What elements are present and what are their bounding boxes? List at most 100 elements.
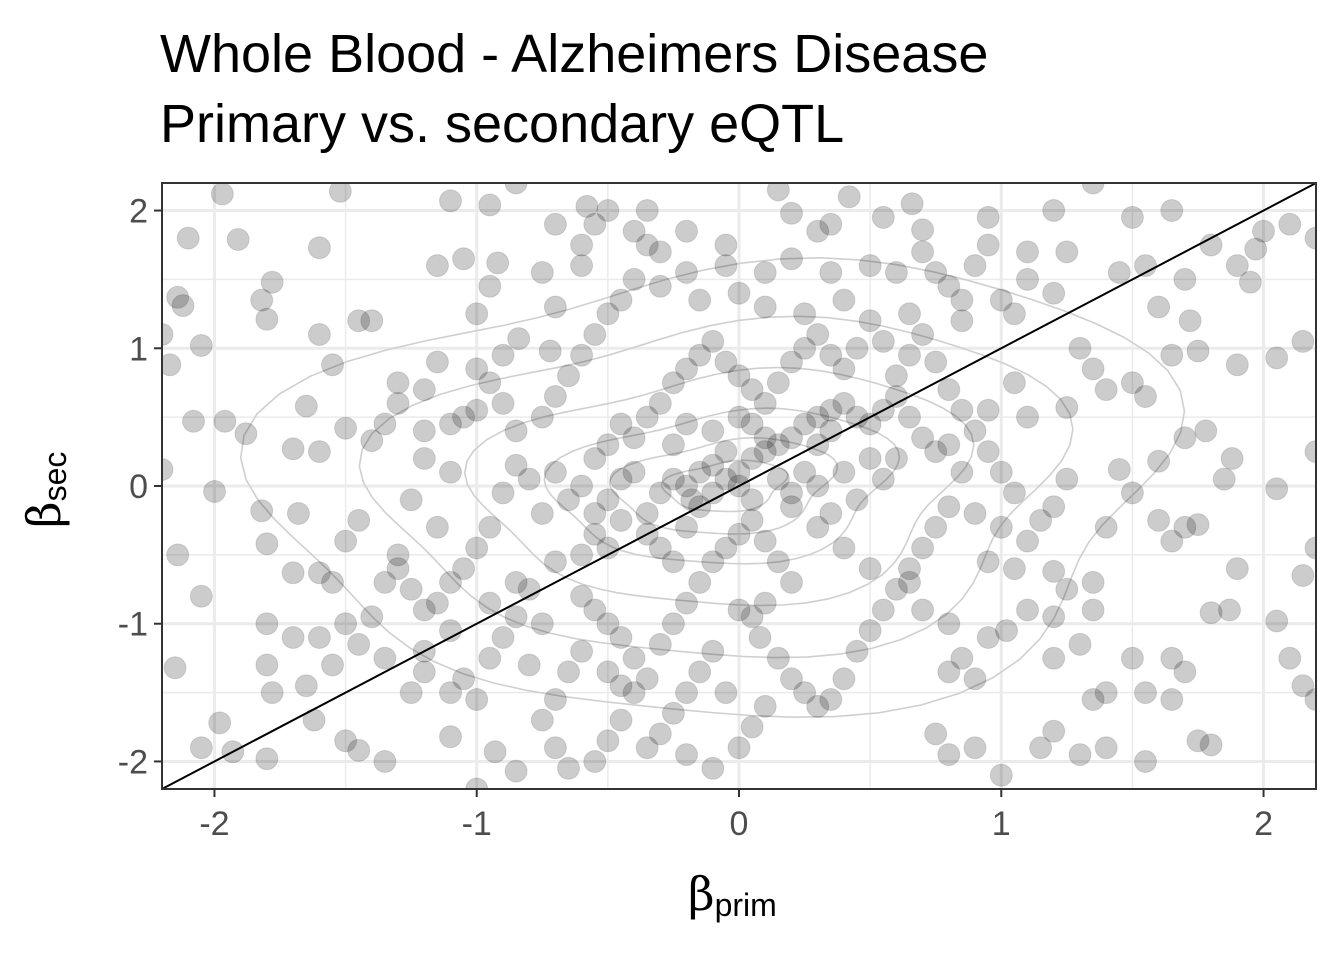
data-point bbox=[661, 433, 685, 457]
data-point bbox=[425, 515, 449, 539]
data-point bbox=[1029, 736, 1053, 760]
data-point bbox=[543, 688, 567, 711]
data-point bbox=[898, 557, 921, 581]
data-point bbox=[1186, 729, 1210, 753]
data-point bbox=[727, 736, 751, 760]
data-point bbox=[898, 570, 921, 594]
data-point bbox=[937, 743, 961, 767]
data-point bbox=[937, 612, 961, 636]
data-point bbox=[635, 199, 659, 222]
data-point bbox=[701, 329, 725, 353]
data-point bbox=[780, 481, 803, 505]
x-axis-symbol: β bbox=[688, 867, 715, 921]
data-point bbox=[1199, 601, 1223, 625]
data-point bbox=[570, 233, 594, 257]
data-point bbox=[1173, 426, 1197, 450]
data-point bbox=[911, 536, 935, 560]
data-point bbox=[766, 467, 790, 491]
data-point bbox=[439, 725, 462, 749]
data-point bbox=[911, 240, 935, 264]
data-point bbox=[976, 398, 1000, 422]
data-point bbox=[727, 364, 751, 388]
data-point bbox=[635, 667, 659, 691]
data-point bbox=[832, 460, 856, 484]
data-point bbox=[688, 288, 712, 312]
data-point bbox=[1160, 688, 1184, 711]
data-point bbox=[1173, 515, 1197, 539]
data-point bbox=[714, 536, 738, 560]
data-point bbox=[911, 426, 935, 450]
data-point bbox=[1042, 281, 1066, 305]
data-point bbox=[465, 398, 489, 422]
data-point bbox=[1120, 205, 1144, 229]
data-point bbox=[635, 405, 659, 429]
data-point bbox=[898, 405, 921, 429]
data-point bbox=[328, 183, 352, 203]
data-point bbox=[963, 667, 987, 691]
data-point bbox=[780, 247, 803, 271]
data-point bbox=[648, 391, 672, 415]
data-point bbox=[334, 416, 358, 440]
data-point bbox=[491, 481, 515, 505]
data-point bbox=[622, 646, 646, 670]
data-point bbox=[504, 183, 528, 195]
data-point bbox=[1160, 199, 1184, 222]
data-point bbox=[412, 447, 436, 470]
data-point bbox=[609, 412, 633, 436]
contour-line bbox=[239, 256, 1186, 719]
data-point bbox=[543, 212, 567, 236]
data-point bbox=[924, 261, 948, 284]
data-point bbox=[609, 626, 633, 649]
data-point bbox=[1016, 529, 1039, 553]
data-point bbox=[189, 334, 213, 357]
data-point bbox=[727, 405, 751, 429]
data-point bbox=[465, 302, 489, 326]
data-point bbox=[937, 274, 961, 298]
data-point bbox=[819, 502, 843, 525]
data-point bbox=[478, 274, 502, 298]
contour-line bbox=[463, 366, 975, 607]
data-point bbox=[911, 598, 935, 622]
data-point bbox=[819, 343, 843, 367]
data-point bbox=[1218, 598, 1241, 622]
data-point bbox=[806, 219, 830, 243]
data-point bbox=[491, 343, 515, 367]
data-point bbox=[989, 763, 1013, 787]
data-point bbox=[478, 515, 502, 539]
data-point bbox=[753, 694, 777, 718]
data-point bbox=[1081, 598, 1105, 622]
data-point bbox=[688, 460, 712, 484]
data-point bbox=[819, 688, 843, 711]
data-point bbox=[1199, 233, 1223, 257]
data-point bbox=[504, 759, 528, 783]
data-point bbox=[1278, 646, 1302, 670]
density-contours bbox=[239, 256, 1186, 719]
data-point bbox=[189, 584, 213, 608]
data-point bbox=[727, 281, 751, 305]
data-point bbox=[1238, 270, 1262, 294]
data-point bbox=[1094, 378, 1118, 402]
data-point bbox=[635, 502, 659, 525]
data-point bbox=[688, 343, 712, 367]
data-point bbox=[543, 385, 567, 408]
y-axis-label: βsec bbox=[17, 452, 73, 528]
data-point bbox=[530, 612, 554, 636]
contour-line bbox=[543, 407, 901, 565]
data-point bbox=[701, 453, 725, 477]
data-point bbox=[347, 632, 371, 656]
data-point bbox=[714, 440, 738, 464]
data-point bbox=[635, 736, 659, 760]
data-point bbox=[832, 288, 856, 312]
data-point bbox=[250, 499, 274, 523]
data-point bbox=[583, 323, 607, 346]
data-point bbox=[858, 309, 882, 333]
data-point bbox=[753, 440, 777, 464]
data-points bbox=[162, 183, 1316, 789]
data-point bbox=[806, 515, 830, 539]
data-point bbox=[294, 674, 318, 698]
data-point bbox=[622, 267, 646, 291]
data-point bbox=[583, 502, 607, 525]
data-point bbox=[203, 480, 226, 503]
data-point bbox=[294, 394, 318, 418]
data-point bbox=[858, 447, 882, 470]
